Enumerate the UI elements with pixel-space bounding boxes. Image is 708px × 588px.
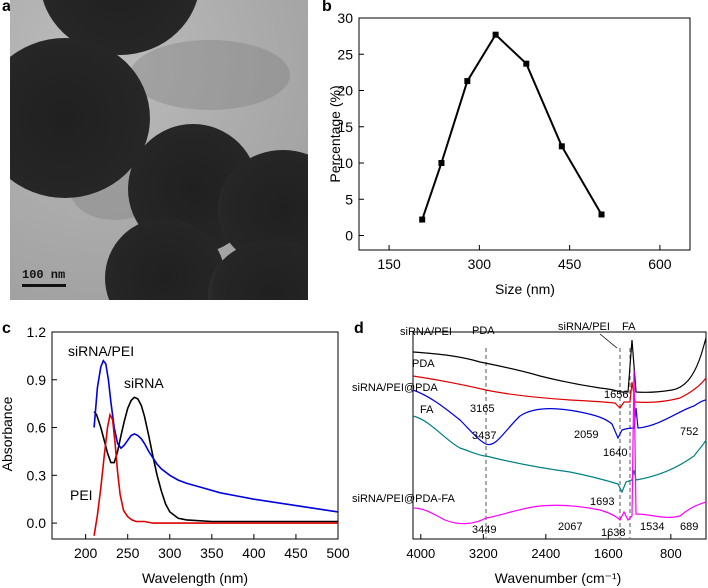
series-label-sirna: siRNA [124, 375, 164, 391]
x-tick-label: 350 [200, 545, 224, 561]
data-point [438, 160, 445, 166]
series-line-sirna [93, 396, 338, 523]
plot-frame [412, 331, 707, 540]
peak-label: 689 [680, 521, 698, 533]
label-sirna-pei-pda-fa: siRNA/PEI@PDA-FA [352, 493, 456, 505]
data-point [492, 31, 499, 38]
annotation-arrow [599, 333, 618, 349]
x-axis-title: Size (nm) [495, 281, 555, 297]
data-point [419, 216, 426, 223]
data-point [523, 60, 530, 67]
scale-bar [22, 284, 66, 287]
label-fa: FA [420, 404, 434, 416]
series-label-sirna-pei: siRNA/PEI [68, 343, 134, 359]
y-tick-label: 20 [337, 83, 353, 99]
peak-label: 3449 [472, 524, 496, 536]
x-tick-label: 300 [158, 545, 182, 561]
x-tick-label: 1600 [594, 546, 623, 561]
label-pda: PDA [412, 358, 435, 370]
tem-micrograph: 100 nm [10, 0, 308, 300]
x-tick-label: 4000 [406, 546, 435, 561]
x-axis-title: Wavenumber (cm⁻¹) [495, 570, 622, 586]
x-tick-label: 450 [284, 545, 308, 561]
annotation-fa: FA [622, 321, 636, 333]
label-sirna-pei: siRNA/PEI [400, 326, 452, 338]
y-axis-title: Percentage (%) [327, 85, 343, 182]
spectrum-sirna-pei [412, 337, 707, 393]
peak-label: 2059 [574, 429, 598, 441]
annotation-pda: PDA [472, 325, 495, 337]
panel-label-b: b [322, 0, 332, 15]
plot-frame [51, 331, 339, 540]
data-point [558, 143, 565, 150]
panel-label-d: d [354, 320, 364, 337]
y-tick-label: 0 [345, 228, 353, 244]
spectrum-sirna-pei-pda [412, 389, 707, 446]
y-tick-label: 0.9 [27, 372, 47, 388]
x-axis-title-text: Wavenumber (cm⁻¹) [495, 570, 622, 586]
x-tick-label: 400 [242, 545, 266, 561]
peak-label: 752 [680, 426, 698, 438]
x-tick-label: 600 [648, 256, 672, 272]
series-label-pei: PEI [70, 487, 93, 503]
peak-label: 1640 [603, 447, 627, 459]
plot-frame [358, 17, 691, 251]
panel-label-c: c [2, 320, 11, 337]
spectrum-pda [412, 375, 707, 409]
x-tick-label: 200 [74, 545, 98, 561]
data-point [464, 78, 471, 85]
series-line-sirna-pei [93, 359, 339, 513]
y-tick-label: 1.2 [27, 324, 47, 340]
x-tick-label: 800 [660, 546, 682, 561]
y-tick-label: 25 [337, 46, 353, 62]
y-tick-label: 0.0 [27, 515, 47, 531]
y-axis-title: Absorbance [0, 396, 15, 471]
series-line-pei [93, 412, 338, 536]
x-axis-title: Wavelength (nm) [142, 570, 248, 586]
x-tick-label: 3200 [469, 546, 498, 561]
x-tick-label: 250 [116, 545, 140, 561]
y-tick-label: 30 [337, 10, 353, 26]
peak-label: 1693 [590, 496, 614, 508]
label-sirna-pei-pda: siRNA/PEI@PDA [352, 382, 438, 394]
panel-label-a: a [2, 0, 11, 15]
y-tick-label: 10 [337, 155, 353, 171]
peak-label: 3165 [470, 403, 494, 415]
scale-bar-label: 100 nm [22, 268, 66, 282]
peak-label: 3437 [472, 430, 496, 442]
y-tick-label: 5 [345, 191, 353, 207]
x-tick-label: 150 [377, 256, 401, 272]
size-series-line [421, 33, 603, 220]
y-tick-label: 15 [337, 119, 353, 135]
peak-label: 1534 [640, 521, 664, 533]
y-tick-label: 0.6 [27, 420, 47, 436]
spectrum-fa [412, 415, 707, 494]
peak-label: 1638 [601, 527, 625, 539]
data-point [598, 211, 605, 218]
annotation-sirna-pei: siRNA/PEI [558, 321, 610, 333]
peak-label: 1656 [604, 389, 628, 401]
x-tick-label: 500 [326, 545, 350, 561]
spectrum-sirna-pei-pda-fa [412, 369, 707, 525]
x-tick-label: 300 [468, 256, 492, 272]
peak-label: 2067 [558, 521, 582, 533]
x-tick-label: 2400 [531, 546, 560, 561]
x-tick-label: 450 [558, 256, 582, 272]
y-tick-label: 0.3 [27, 467, 47, 483]
